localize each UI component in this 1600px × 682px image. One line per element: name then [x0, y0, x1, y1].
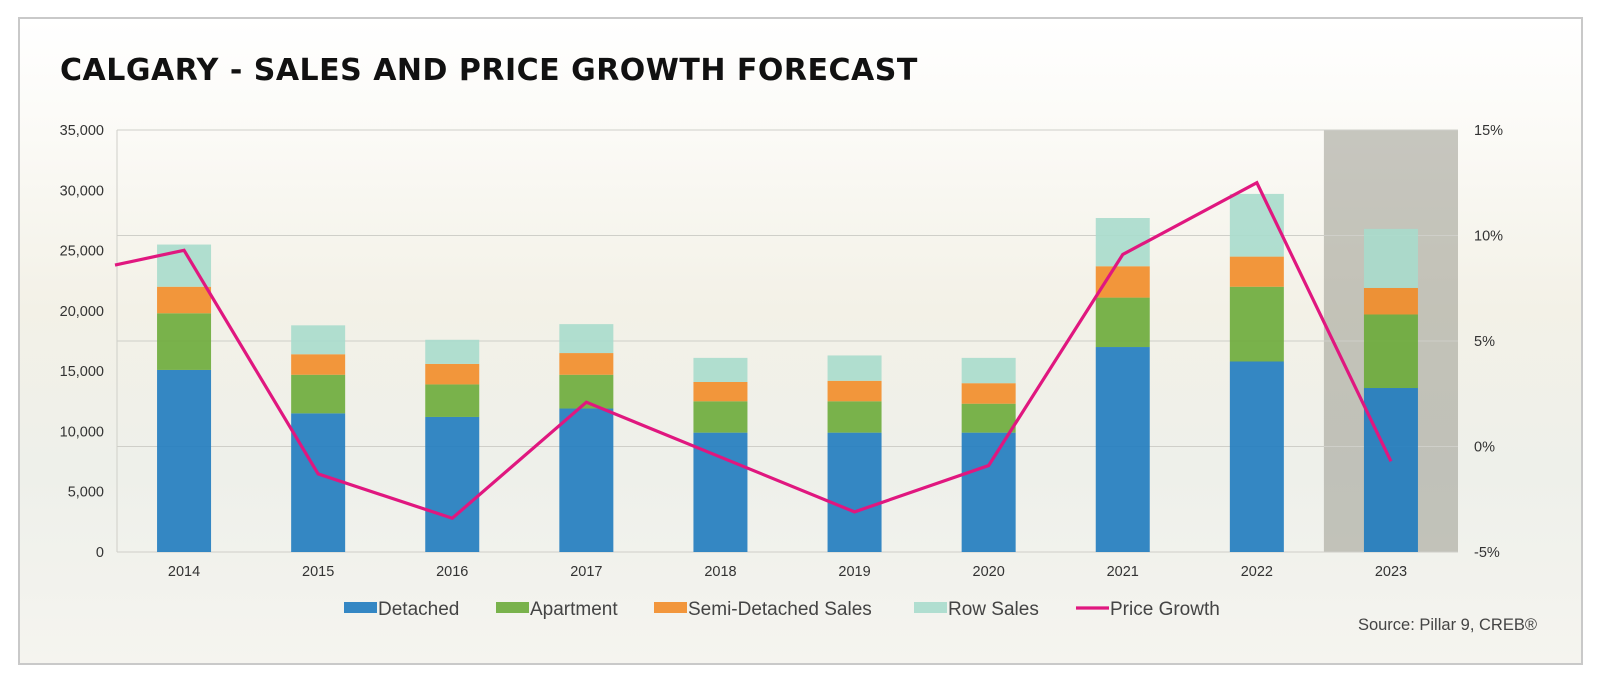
bar-row-sales	[291, 325, 346, 355]
legend-label-semi-detached-sales: Semi-Detached Sales	[688, 599, 872, 620]
legend-label-row-sales: Row Sales	[948, 599, 1039, 620]
y-left-tick-label: 25,000	[60, 244, 104, 260]
bar-semi-detached-sales	[425, 363, 480, 385]
y-right-tick-label: -5%	[1474, 545, 1500, 561]
bar-detached	[425, 416, 480, 552]
legend-swatch-row-sales	[914, 602, 947, 613]
bar-apartment	[1363, 314, 1418, 389]
bar-detached	[1363, 388, 1418, 552]
x-tick-label: 2015	[302, 564, 334, 580]
bar-row-sales	[559, 324, 614, 354]
y-left-tick-label: 0	[96, 545, 104, 561]
bar-row-sales	[827, 355, 882, 381]
bar-detached	[1229, 361, 1284, 552]
y-right-tick-label: 15%	[1474, 123, 1503, 139]
bar-row-sales	[1363, 228, 1418, 288]
bar-semi-detached-sales	[1229, 256, 1284, 287]
bar-detached	[291, 413, 346, 552]
bar-apartment	[1095, 297, 1150, 348]
x-tick-label: 2016	[436, 564, 468, 580]
y-right-tick-label: 10%	[1474, 229, 1503, 245]
bar-row-sales	[425, 339, 480, 364]
legend-swatch-semi-detached-sales	[654, 602, 687, 613]
legend-label-apartment: Apartment	[530, 599, 618, 620]
bar-row-sales	[961, 357, 1016, 384]
bar-semi-detached-sales	[1363, 287, 1418, 315]
bar-apartment	[157, 313, 212, 370]
x-tick-label: 2017	[570, 564, 602, 580]
bar-semi-detached-sales	[559, 353, 614, 375]
legend-swatch-apartment	[496, 602, 529, 613]
y-left-tick-label: 5,000	[68, 485, 104, 501]
y-left-tick-label: 30,000	[60, 183, 104, 199]
x-tick-label: 2023	[1375, 564, 1407, 580]
chart-title: CALGARY - SALES AND PRICE GROWTH FORECAS…	[60, 53, 918, 88]
chart-svg: -5% 0% 5% 10% 15% 0 5,000 10,000 15,000 20,000 25,…	[60, 123, 1503, 620]
bar-detached	[1095, 347, 1150, 552]
y-left-tick-label: 35,000	[60, 123, 104, 139]
x-tick-label: 2020	[973, 564, 1005, 580]
y-left-tick-label: 10,000	[60, 424, 104, 440]
bar-detached	[559, 408, 614, 552]
bar-semi-detached-sales	[157, 286, 212, 314]
bar-row-sales	[693, 357, 748, 382]
line-price-growth	[114, 180, 1393, 521]
y-left-tick-label: 15,000	[60, 364, 104, 380]
x-tick-label: 2021	[1107, 564, 1139, 580]
x-tick-label: 2014	[168, 564, 200, 580]
bar-apartment	[425, 384, 480, 417]
y-left-tick-label: 20,000	[60, 304, 104, 320]
y-right-tick-label: 0%	[1474, 440, 1495, 456]
bar-row-sales	[1229, 193, 1284, 257]
chart-card: CALGARY - SALES AND PRICE GROWTH FORECAS…	[18, 17, 1583, 665]
bar-detached	[827, 432, 882, 552]
bar-apartment	[827, 401, 882, 433]
bar-apartment	[1229, 286, 1284, 362]
source-note: Source: Pillar 9, CREB®	[1357, 616, 1537, 634]
bar-row-sales	[1095, 218, 1150, 267]
bar-detached	[961, 432, 1016, 552]
bar-semi-detached-sales	[961, 383, 1016, 404]
bar-semi-detached-sales	[693, 381, 748, 402]
legend-label-detached: Detached	[378, 599, 459, 620]
y-right-tick-label: 5%	[1474, 334, 1495, 350]
x-tick-label: 2019	[838, 564, 870, 580]
bar-detached	[693, 432, 748, 552]
x-tick-label: 2018	[704, 564, 736, 580]
x-tick-label: 2022	[1241, 564, 1273, 580]
bar-apartment	[291, 374, 346, 414]
legend-swatch-detached	[344, 602, 377, 613]
bar-semi-detached-sales	[827, 380, 882, 402]
bar-detached	[157, 369, 212, 552]
legend-label-price-growth: Price Growth	[1110, 599, 1220, 620]
bar-semi-detached-sales	[291, 354, 346, 375]
bar-apartment	[693, 401, 748, 433]
bar-apartment	[961, 403, 1016, 433]
